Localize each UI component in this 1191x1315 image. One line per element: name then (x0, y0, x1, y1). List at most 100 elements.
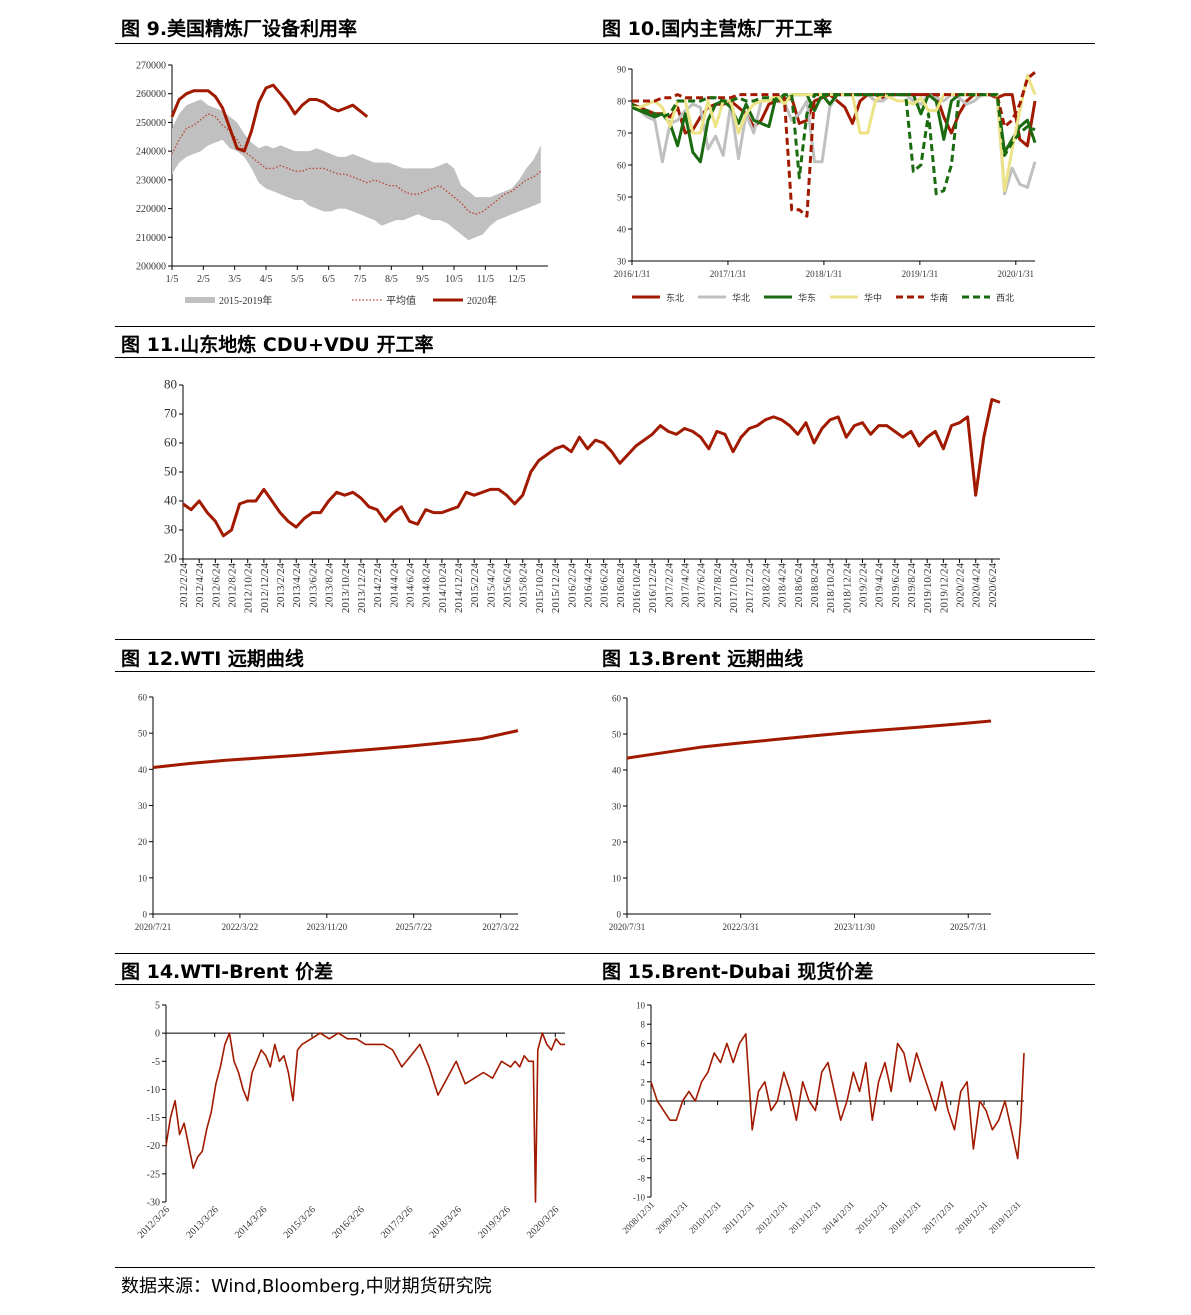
x-tick-label: 2022/3/31 (722, 922, 759, 932)
y-tick-label: 40 (164, 493, 177, 508)
x-tick-label: 2019/6/24 (890, 563, 902, 608)
y-tick-label: 40 (617, 225, 627, 235)
y-tick-label: -4 (638, 1135, 646, 1145)
legend-swatch (185, 297, 215, 303)
x-tick-label: 2017/8/24 (712, 563, 724, 608)
y-tick-label: -20 (147, 1141, 160, 1152)
series-line-华中 (632, 73, 1037, 193)
x-tick-label: 7/5 (354, 274, 367, 285)
title-rule (115, 639, 1095, 640)
x-tick-label: 2019/8/24 (906, 563, 918, 608)
x-tick-label: 2019/12/24 (938, 563, 950, 614)
x-tick-label: 1/5 (166, 274, 179, 285)
x-tick-label: 2019/12/31 (987, 1199, 1023, 1235)
x-tick-label: 2013/12/24 (356, 563, 368, 614)
chart-fig13: 0 10 20 30 40 50 60 2020/7/31 2022/3/31 2023/11/3… (609, 694, 992, 932)
y-tick-label: 70 (164, 406, 177, 421)
x-tick-label: 2020/6/24 (987, 563, 999, 608)
x-tick-label: 2017/2/24 (663, 563, 675, 608)
y-tick-label: 80 (617, 97, 627, 107)
chart-title-fig9: 图 9.美国精炼厂设备利用率 (121, 18, 358, 40)
y-tick-label: 40 (138, 765, 148, 775)
legend-label: 2015-2019年 (219, 294, 272, 307)
x-tick-label: 2014/10/24 (437, 563, 449, 614)
title-rule (115, 671, 1095, 672)
x-tick-label: 2018/12/24 (841, 563, 853, 614)
x-tick-label: 2022/3/22 (222, 922, 259, 932)
y-tick-label: 10 (138, 873, 148, 883)
x-tick-label: 2016/8/24 (615, 563, 627, 608)
x-tick-label: 2015/12/31 (853, 1199, 889, 1235)
x-tick-label: 2020/7/21 (135, 922, 172, 932)
x-tick-label: 2020/2/24 (955, 563, 967, 608)
x-tick-label: 2017/4/24 (680, 563, 692, 608)
x-tick-label: 2017/6/24 (696, 563, 708, 608)
y-tick-label: 30 (617, 257, 627, 267)
series-line-fig15 (650, 1033, 1025, 1160)
y-tick-label: 6 (641, 1039, 646, 1049)
x-tick-label: 2020/4/24 (971, 563, 983, 608)
y-tick-label: 60 (612, 694, 622, 704)
chart-fig11: 20 30 40 50 60 70 80 2012/2/24 2012/4/24 2012/6/2… (164, 377, 1001, 614)
title-rule (115, 357, 1095, 358)
x-tick-label: 2020/7/31 (609, 922, 646, 932)
x-tick-label: 2016/12/24 (647, 563, 659, 614)
x-tick-label: 2014/3/26 (233, 1204, 269, 1240)
x-tick-label: 2019/2/24 (857, 563, 869, 608)
y-tick-label: -10 (147, 1085, 160, 1096)
x-tick-label: 2010/12/31 (687, 1199, 723, 1235)
x-tick-label: 2025/7/31 (950, 922, 987, 932)
x-tick-label: 3/5 (228, 274, 241, 285)
x-tick-label: 2008/12/31 (620, 1199, 656, 1235)
series-line-fig13 (626, 719, 992, 760)
series-band-2015-2019 (172, 99, 541, 241)
y-tick-label: 60 (617, 161, 627, 171)
x-tick-label: 5/5 (291, 274, 304, 285)
legend-label: 东北 (666, 292, 684, 303)
y-tick-label: 0 (155, 1029, 160, 1040)
x-tick-label: 2014/4/24 (388, 563, 400, 608)
x-tick-label: 2012/3/26 (136, 1204, 172, 1240)
x-tick-label: 11/5 (477, 274, 494, 285)
series-line-fig14 (165, 1032, 565, 1203)
x-tick-label: 2016/6/24 (599, 563, 611, 608)
legend-label: 华中 (864, 292, 882, 303)
y-tick-label: -8 (638, 1173, 646, 1183)
y-tick-label: 80 (164, 377, 177, 392)
x-tick-label: 2017/10/24 (728, 563, 740, 614)
x-tick-label: 2016/3/26 (330, 1204, 366, 1240)
y-tick-label: 60 (138, 693, 148, 703)
chart-title-fig10: 图 10.国内主营炼厂开工率 (602, 18, 833, 40)
x-tick-label: 2019/3/26 (476, 1204, 512, 1240)
x-tick-label: 2015/8/24 (518, 563, 530, 608)
legend-label: 2020年 (467, 294, 497, 307)
x-tick-label: 2014/12/31 (820, 1199, 856, 1235)
x-tick-label: 2015/3/26 (282, 1204, 318, 1240)
x-tick-label: 2012/8/24 (227, 563, 239, 608)
x-tick-label: 2013/10/24 (340, 563, 352, 614)
x-tick-label: 2017/12/31 (920, 1199, 956, 1235)
x-tick-label: 2014/2/24 (372, 563, 384, 608)
x-tick-label: 2015/2/24 (469, 563, 481, 608)
x-tick-label: 2012/12/24 (259, 563, 271, 614)
x-tick-label: 2015/10/24 (534, 563, 546, 614)
x-tick-label: 2027/3/22 (482, 922, 519, 932)
x-tick-label: 2012/2/24 (178, 563, 190, 608)
legend-label: 华东 (798, 292, 816, 303)
legend-label: 平均值 (386, 294, 416, 307)
data-source: 数据来源：Wind,Bloomberg,中财期货研究院 (121, 1276, 492, 1297)
title-rule (115, 326, 1095, 327)
chart-title-fig13: 图 13.Brent 远期曲线 (602, 648, 804, 670)
y-tick-label: 270000 (136, 61, 166, 72)
y-tick-label: -10 (633, 1193, 645, 1203)
chart-title-fig12: 图 12.WTI 远期曲线 (121, 648, 304, 670)
title-rule (115, 43, 1095, 44)
x-tick-label: 2013/3/26 (184, 1204, 220, 1240)
x-tick-label: 2/5 (197, 274, 210, 285)
y-tick-label: 30 (612, 802, 622, 812)
y-tick-label: -25 (147, 1169, 160, 1180)
y-tick-label: 90 (617, 65, 627, 75)
chart-fig10: 30 40 50 60 70 80 90 2016/1/31 2017/1/31 2018/1/3… (614, 65, 1037, 303)
y-tick-label: 250000 (136, 118, 166, 129)
x-tick-label: 2023/11/30 (834, 922, 875, 932)
